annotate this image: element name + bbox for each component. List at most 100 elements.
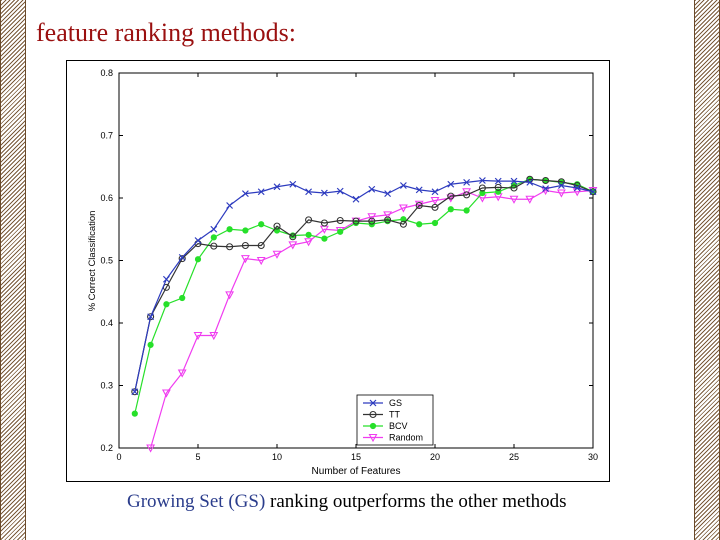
data-point-tt [226, 243, 234, 251]
data-point-random [556, 189, 566, 198]
data-point-tt [542, 176, 550, 185]
data-point-random [509, 195, 519, 204]
data-point-tt [241, 241, 249, 250]
y-tick-label: 0.4 [100, 318, 113, 328]
data-point-tt [463, 191, 471, 199]
data-point-gs [463, 178, 471, 186]
data-point-gs [147, 313, 155, 321]
data-point-gs [131, 388, 139, 396]
data-point-tt [147, 313, 155, 321]
data-point-bcv [463, 207, 470, 214]
data-point-gs [589, 188, 597, 196]
legend-marker-bcv [369, 422, 377, 430]
slide-caption: Growing Set (GS) ranking outperforms the… [127, 491, 567, 513]
data-point-gs [336, 187, 344, 195]
data-point-gs [510, 177, 518, 185]
data-point-tt [384, 216, 392, 224]
y-tick-label: 0.6 [100, 193, 113, 203]
data-point-bcv [431, 219, 439, 227]
data-point-bcv [258, 221, 265, 228]
series-line-random [150, 189, 594, 449]
right-border-decoration [694, 0, 720, 540]
data-point-bcv [147, 341, 154, 348]
data-point-bcv [226, 226, 233, 233]
data-point-random [430, 196, 440, 206]
data-point-gs [526, 178, 534, 186]
data-point-bcv [400, 216, 407, 223]
data-point-tt [305, 216, 313, 224]
data-point-gs [320, 189, 328, 197]
data-point-random [304, 238, 314, 247]
data-point-bcv [163, 301, 170, 308]
x-tick-label: 25 [509, 452, 519, 462]
series-gs [131, 177, 597, 396]
data-point-bcv [447, 206, 454, 213]
data-point-random [288, 241, 298, 250]
data-point-tt [415, 201, 423, 210]
data-point-bcv [194, 256, 202, 263]
data-point-gs [557, 182, 565, 189]
data-point-tt [336, 216, 344, 225]
data-point-random [272, 250, 282, 259]
y-axis-label: % Correct Classification [87, 211, 98, 312]
legend-label-tt: TT [389, 410, 400, 420]
y-tick-label: 0.7 [100, 131, 113, 141]
data-point-gs [494, 177, 502, 185]
data-point-tt [352, 217, 360, 225]
data-point-tt [399, 220, 407, 228]
line-chart: 0 5 10 15 20 25 30 0.2 0.3 0.4 0.5 0.6 0.7 0.8 Number… [87, 68, 598, 477]
data-point-gs [447, 180, 455, 188]
data-point-random [177, 369, 187, 378]
data-point-tt [510, 184, 518, 192]
data-point-tt [257, 241, 265, 250]
data-point-tt [178, 255, 186, 263]
data-point-tt [210, 242, 218, 250]
data-point-gs [226, 202, 234, 209]
data-point-gs [384, 190, 392, 198]
data-point-gs [415, 186, 423, 194]
data-point-gs [431, 188, 439, 196]
data-point-gs [178, 253, 186, 261]
data-point-tt [289, 233, 297, 241]
data-point-bcv [479, 189, 486, 197]
data-point-random [525, 195, 535, 204]
data-point-gs [368, 185, 376, 193]
data-point-gs [542, 185, 550, 193]
data-point-bcv [305, 231, 312, 238]
legend-label-random: Random [389, 433, 423, 443]
plot-area [118, 72, 594, 449]
data-point-gs [162, 275, 170, 283]
data-point-bcv [321, 235, 328, 242]
legend-label-gs: GS [389, 398, 402, 408]
data-point-bcv [131, 410, 138, 417]
data-point-gs [478, 177, 486, 184]
data-point-tt [273, 222, 281, 230]
x-tick-label: 30 [588, 452, 598, 462]
y-tick-label: 0.3 [100, 381, 113, 391]
data-point-bcv [337, 228, 344, 235]
x-tick-label: 20 [430, 452, 440, 462]
data-point-random [209, 331, 219, 341]
data-point-gs [352, 195, 360, 203]
data-point-random [146, 444, 156, 453]
data-point-tt [131, 388, 139, 396]
data-point-gs [257, 188, 265, 196]
data-point-tt [478, 184, 486, 192]
legend-label-bcv: BCV [389, 421, 408, 431]
x-axis-label: Number of Features [312, 466, 401, 477]
x-tick-label: 5 [195, 452, 200, 462]
data-point-gs [573, 184, 581, 192]
left-border-decoration [0, 0, 26, 540]
data-point-random [240, 255, 250, 264]
data-point-gs [210, 225, 218, 233]
data-point-tt [589, 188, 597, 196]
x-tick-label: 0 [116, 452, 121, 462]
legend-marker-tt [369, 410, 377, 419]
data-point-tt [320, 219, 328, 227]
data-point-gs [289, 180, 297, 188]
data-point-random [193, 331, 203, 341]
data-point-tt [494, 183, 502, 191]
data-point-tt [447, 192, 455, 200]
legend-marker-gs [369, 399, 377, 407]
